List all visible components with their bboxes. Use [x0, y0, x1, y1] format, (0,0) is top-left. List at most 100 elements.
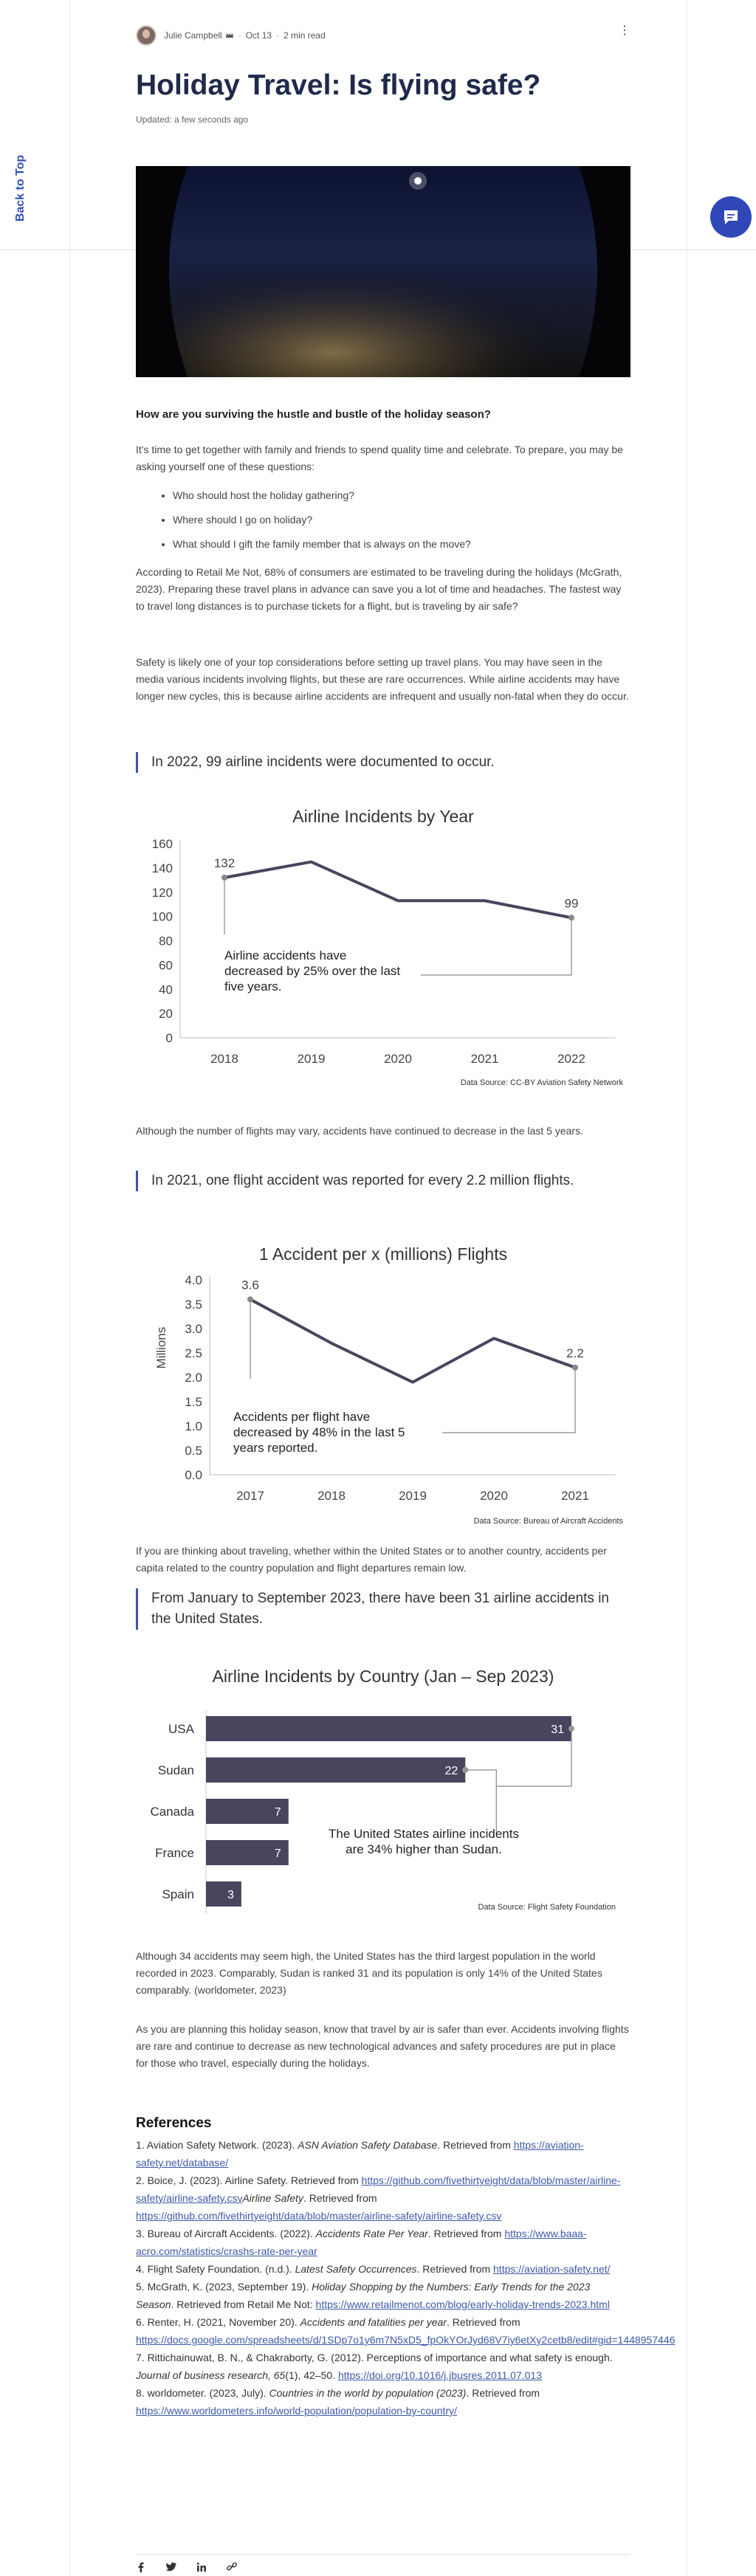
reference-text: 8. worldometer. (2023, July). [136, 2387, 269, 2399]
y-tick-label: 160 [152, 837, 173, 851]
question-list: Who should host the holiday gathering? W… [173, 487, 471, 560]
chart-title: Airline Incidents by Country (Jan – Sep … [212, 1667, 554, 1686]
facebook-icon[interactable] [136, 2562, 146, 2572]
x-tick-label: 2019 [298, 1052, 326, 1066]
reference-text: 4. Flight Safety Foundation. (n.d.). [136, 2263, 295, 2275]
author-name[interactable]: Julie Campbell [164, 30, 222, 41]
x-tick-label: 2021 [471, 1052, 499, 1066]
category-label: France [155, 1846, 194, 1860]
data-label: 7 [275, 1847, 281, 1860]
reference-link[interactable]: https://docs.google.com/spreadsheets/d/1… [136, 2334, 676, 2346]
data-label: 31 [551, 1723, 564, 1736]
reference-item: 4. Flight Safety Foundation. (n.d.). Lat… [136, 2260, 630, 2278]
bar [206, 1757, 466, 1783]
bar [206, 1799, 289, 1824]
y-axis-label: Millions [154, 1327, 168, 1369]
reference-link[interactable]: https://github.com/fivethirtyeight/data/… [136, 2174, 621, 2204]
reference-text: 7. Rittichainuwat, B. N., & Chakraborty,… [136, 2352, 613, 2363]
line-chart: 0 20 40 60 80 100 120 140 160 2018 2019 2020 2021 202… [152, 837, 616, 1066]
hero-image [136, 166, 630, 377]
post-meta: Julie Campbell · Oct 13 · 2 min read ⋮ [136, 25, 630, 46]
left-rail-divider [69, 0, 70, 2576]
y-tick-label: 60 [159, 958, 173, 972]
category-label: Sudan [158, 1763, 194, 1777]
paragraph: As you are planning this holiday season,… [136, 2023, 629, 2069]
reference-link[interactable]: https://doi.org/10.1016/j.jbusres.2011.0… [337, 2369, 543, 2381]
reference-title: Accidents Rate Per Year [315, 2228, 428, 2239]
avatar[interactable] [136, 25, 157, 46]
reference-text: . Retrieved from [466, 2387, 540, 2399]
linkedin-icon[interactable] [196, 2562, 207, 2572]
annotation-line [421, 917, 572, 976]
reference-text: . Retrieved from [437, 2139, 514, 2151]
reference-link[interactable]: https://www.baaa-acro.com/statistics/cra… [136, 2228, 587, 2257]
paragraph: Safety is likely one of your top conside… [136, 656, 629, 702]
page-title: Holiday Travel: Is flying safe? [136, 69, 541, 101]
annotation-text: decreased by 48% in the last 5 [233, 1425, 405, 1439]
annotation-line [496, 1729, 572, 1787]
reference-text: 5. McGrath, K. (2023, September 19). [136, 2281, 312, 2293]
reference-title: ASN Aviation Safety Database [298, 2139, 438, 2151]
reference-title: Journal of business research, 65 [136, 2369, 286, 2381]
paragraph: It's time to get together with family an… [136, 444, 623, 472]
link-icon[interactable] [226, 2562, 238, 2572]
back-to-top-link[interactable]: Back to Top [14, 154, 27, 222]
chart-accident-per-flights: 1 Accident per x (millions) Flights 0.0 0… [136, 1241, 630, 1533]
reference-text: 2. Boice, J. (2023). Airline Safety. Ret… [136, 2174, 362, 2186]
reference-title: Accidents and fatalities per year [300, 2316, 447, 2328]
reference-title: Countries in the world by population (20… [269, 2387, 467, 2399]
reference-text: (1), 42–50. [285, 2369, 338, 2381]
reference-item: 3. Bureau of Aircraft Accidents. (2022).… [136, 2225, 630, 2260]
chat-button[interactable] [710, 196, 752, 238]
paragraph: Although the number of flights may vary,… [136, 1125, 583, 1137]
bar [206, 1716, 571, 1741]
x-tick-label: 2017 [236, 1489, 264, 1503]
reference-link[interactable]: https://aviation-safety.net/ [493, 2263, 611, 2275]
paragraph: According to Retail Me Not, 68% of consu… [136, 566, 622, 612]
y-tick-label: 1.5 [185, 1395, 202, 1409]
x-tick-label: 2018 [210, 1052, 238, 1066]
reference-link[interactable]: https://github.com/fivethirtyeight/data/… [136, 2210, 502, 2222]
annotation-line [465, 1769, 497, 1786]
chart-incidents-by-year: Airline Incidents by Year 0 20 40 60 80 100 12… [136, 803, 630, 1098]
reference-link[interactable]: https://www.worldometers.info/world-popu… [136, 2405, 457, 2417]
reference-text: . Retrieved from Retail Me Not: [171, 2298, 316, 2310]
bar [206, 1881, 241, 1907]
category-label: Canada [150, 1805, 194, 1819]
y-tick-label: 3.0 [185, 1322, 202, 1336]
chart-incidents-by-country: Airline Incidents by Country (Jan – Sep … [136, 1661, 630, 1926]
series-line [250, 1298, 576, 1384]
list-item: Where should I go on holiday? [173, 512, 471, 536]
data-label: 7 [275, 1806, 281, 1819]
reference-text: 3. Bureau of Aircraft Accidents. (2022). [136, 2228, 316, 2239]
reference-link[interactable]: https://www.retailmenot.com/blog/early-h… [315, 2298, 610, 2310]
data-label: 3.6 [241, 1278, 259, 1292]
chart-title: Airline Incidents by Year [292, 807, 474, 826]
y-tick-label: 0 [166, 1031, 173, 1045]
series-line [224, 860, 572, 920]
reference-text: 1. Aviation Safety Network. (2023). [136, 2139, 298, 2151]
share-bar [136, 2554, 630, 2576]
reference-title: Holiday Shopping by the Numbers: Early T… [136, 2281, 591, 2310]
more-options-icon[interactable]: ⋮ [619, 24, 630, 37]
references-heading: References [136, 2115, 212, 2131]
reference-title: Airline Safety [242, 2192, 303, 2204]
chart-source: Data Source: Bureau of Aircraft Accident… [473, 1517, 623, 1526]
y-tick-label: 0.5 [185, 1444, 202, 1458]
annotation-text: Accidents per flight have [233, 1410, 370, 1424]
x-tick-label: 2021 [561, 1489, 589, 1503]
pull-quote: In 2022, 99 airline incidents were docum… [136, 752, 630, 773]
annotation-text: decreased by 25% over the last [224, 964, 400, 978]
paragraph: Although 34 accidents may seem high, the… [136, 1950, 602, 1996]
chart-source: Data Source: CC-BY Aviation Safety Netwo… [460, 1078, 623, 1087]
data-label: 99 [565, 896, 579, 910]
reference-item: 2. Boice, J. (2023). Airline Safety. Ret… [136, 2172, 630, 2225]
reference-link[interactable]: https://aviation-safety.net/database/ [136, 2139, 584, 2169]
reference-item: 6. Renter, H. (2021, November 20). Accid… [136, 2313, 675, 2349]
paragraph: If you are thinking about traveling, whe… [136, 1545, 607, 1574]
crown-icon [225, 32, 233, 38]
pull-quote: In 2021, one flight accident was reporte… [136, 1171, 630, 1191]
twitter-icon[interactable] [165, 2562, 177, 2572]
data-label: 132 [214, 856, 235, 870]
reference-item: 1. Aviation Safety Network. (2023). ASN … [136, 2136, 630, 2172]
